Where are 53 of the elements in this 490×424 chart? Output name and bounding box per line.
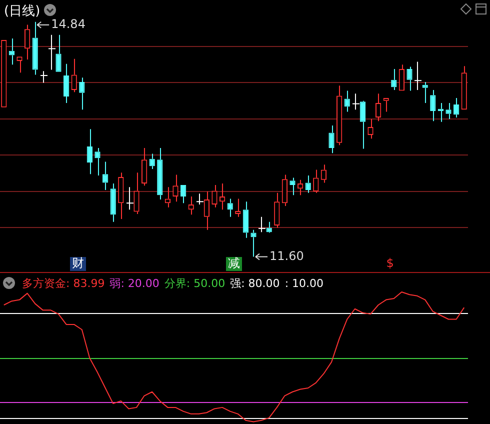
text: : 10.00	[284, 277, 324, 290]
text: 多方资金: 83.99	[22, 277, 105, 290]
annotation: 11.60	[270, 248, 304, 263]
candlestick	[290, 177, 296, 196]
text: 弱: 20.00	[110, 277, 160, 290]
text: 分界: 50.00	[164, 277, 226, 290]
annotation: 财	[72, 256, 84, 270]
candlestick	[422, 82, 428, 104]
annotation: 减	[228, 256, 240, 270]
candlestick	[446, 102, 452, 120]
candlestick	[134, 172, 140, 214]
candlestick	[406, 66, 412, 92]
candlestick	[266, 221, 272, 232]
candlestick	[86, 128, 93, 175]
chart-title: (日线)	[4, 3, 40, 20]
candlestick	[204, 190, 210, 230]
candlestick	[430, 89, 436, 122]
candlestick	[180, 184, 186, 204]
candlestick	[320, 164, 327, 184]
annotation: 14.84	[51, 16, 86, 31]
candlestick	[344, 90, 350, 112]
candlestick	[242, 201, 249, 238]
candlestick	[149, 153, 155, 170]
candlestick	[227, 198, 233, 218]
candlestick	[328, 125, 334, 154]
candlestick	[110, 183, 116, 222]
candlestick	[56, 34, 62, 72]
candlestick	[461, 66, 467, 110]
candlestick	[375, 93, 382, 122]
candlestick	[212, 184, 218, 208]
candlestick	[118, 172, 124, 220]
candlestick	[274, 192, 280, 228]
candlestick	[172, 174, 178, 202]
candlestick	[157, 147, 163, 200]
candlestick	[79, 77, 85, 110]
candlestick	[398, 64, 405, 91]
text: 强: 80.00	[230, 277, 280, 290]
candlestick	[250, 229, 256, 258]
candlestick	[71, 58, 77, 93]
candlestick	[453, 97, 460, 118]
candlestick	[24, 24, 30, 60]
candlestick	[336, 85, 342, 146]
candlestick	[313, 169, 319, 194]
annotation: $	[386, 256, 394, 270]
candlestick	[63, 63, 70, 104]
candlestick	[141, 147, 148, 186]
candlestick	[235, 198, 241, 218]
candlestick	[305, 175, 311, 194]
candlestick	[164, 186, 171, 208]
candlestick	[391, 68, 397, 90]
candlestick	[94, 147, 100, 176]
candlestick	[282, 174, 288, 206]
candlestick	[32, 21, 38, 76]
